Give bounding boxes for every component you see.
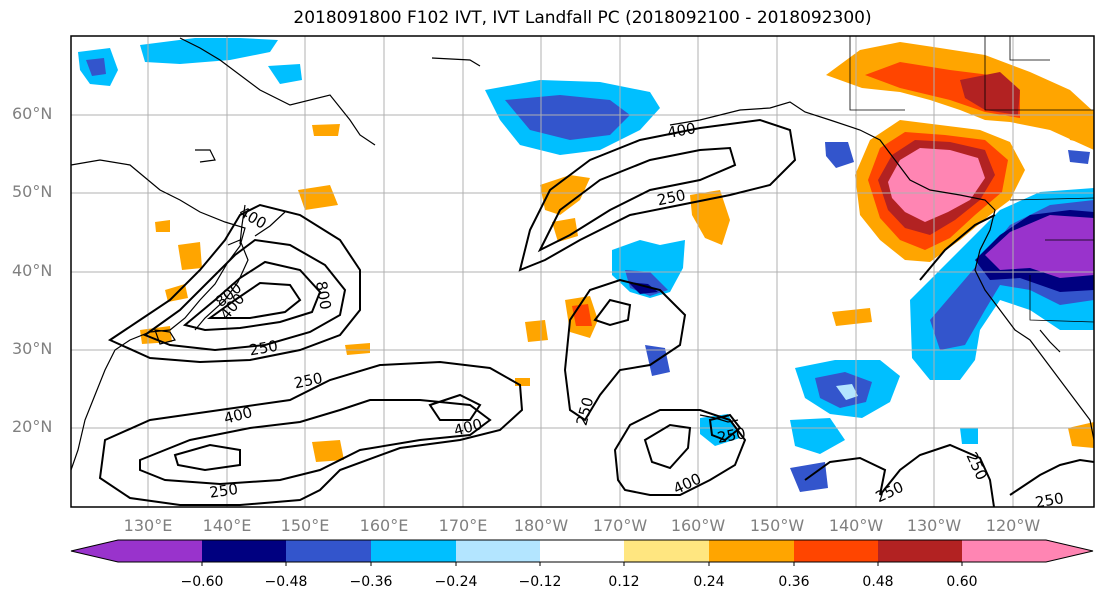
lat-label: 20°N [12,417,53,436]
colorbar-segment [794,540,878,562]
lat-label: 60°N [12,104,53,123]
colorbar-tick-label: 0.36 [778,574,810,590]
map-title: 2018091800 F102 IVT, IVT Landfall PC (20… [293,8,872,28]
lat-label: 40°N [12,261,53,280]
lon-label: 170°W [592,516,648,535]
lon-label: 170°E [438,516,488,535]
lon-label: 140°W [828,516,884,535]
lon-label: 140°E [202,516,252,535]
colorbar-segment [456,540,540,562]
colorbar-tick-label: 0.24 [693,574,725,590]
colorbar-segment [202,540,286,562]
colorbar-tick-label: −0.24 [434,574,478,590]
shaded-regions [78,38,1094,492]
colorbar-segment [371,540,456,562]
contour-label: 250 [655,186,687,210]
lat-label: 50°N [12,182,53,201]
contour-label: 400 [666,119,697,142]
colorbar-segment [709,540,794,562]
colorbar-tick-label: −0.48 [264,574,308,590]
colorbar-segment [878,540,962,562]
colorbar-tick-label: −0.12 [518,574,562,590]
colorbar-segment [540,540,624,562]
coastlines [70,37,1095,471]
lon-label: 150°E [280,516,330,535]
contour-label: 800 [312,280,335,311]
map-panel: 400 250 400 800 800 250 250 400 400 400 … [70,35,1095,512]
lon-label: 160°W [670,516,726,535]
lon-label: 130°W [906,516,962,535]
colorbar-tick-label: −0.36 [349,574,393,590]
lon-label: 160°E [359,516,409,535]
boundaries [849,36,1095,323]
contour-label: 250 [716,424,747,447]
contour-label: 250 [292,369,324,393]
colorbar-tick-label: 0.60 [946,574,978,590]
colorbar-low-arrow [71,540,118,562]
lon-label: 150°W [749,516,805,535]
colorbar-segment [624,540,709,562]
colorbar-high-arrow [1046,540,1093,562]
colorbar [70,539,1094,566]
lon-label: 180°W [513,516,569,535]
contour-label: 250 [248,337,279,360]
contour-label: 250 [208,480,239,502]
lat-label: 30°N [12,339,53,358]
contour-label: 250 [1034,489,1065,512]
colorbar-segment [118,540,202,562]
colorbar-segment [962,540,1046,562]
colorbar-tick-label: 0.12 [608,574,640,590]
lon-label: 120°W [985,516,1041,535]
ivt-contours [98,118,1095,508]
colorbar-segment [286,540,371,562]
colorbar-tick-label: −0.60 [180,574,224,590]
colorbar-tick-label: 0.48 [862,574,894,590]
lon-label: 130°E [123,516,173,535]
